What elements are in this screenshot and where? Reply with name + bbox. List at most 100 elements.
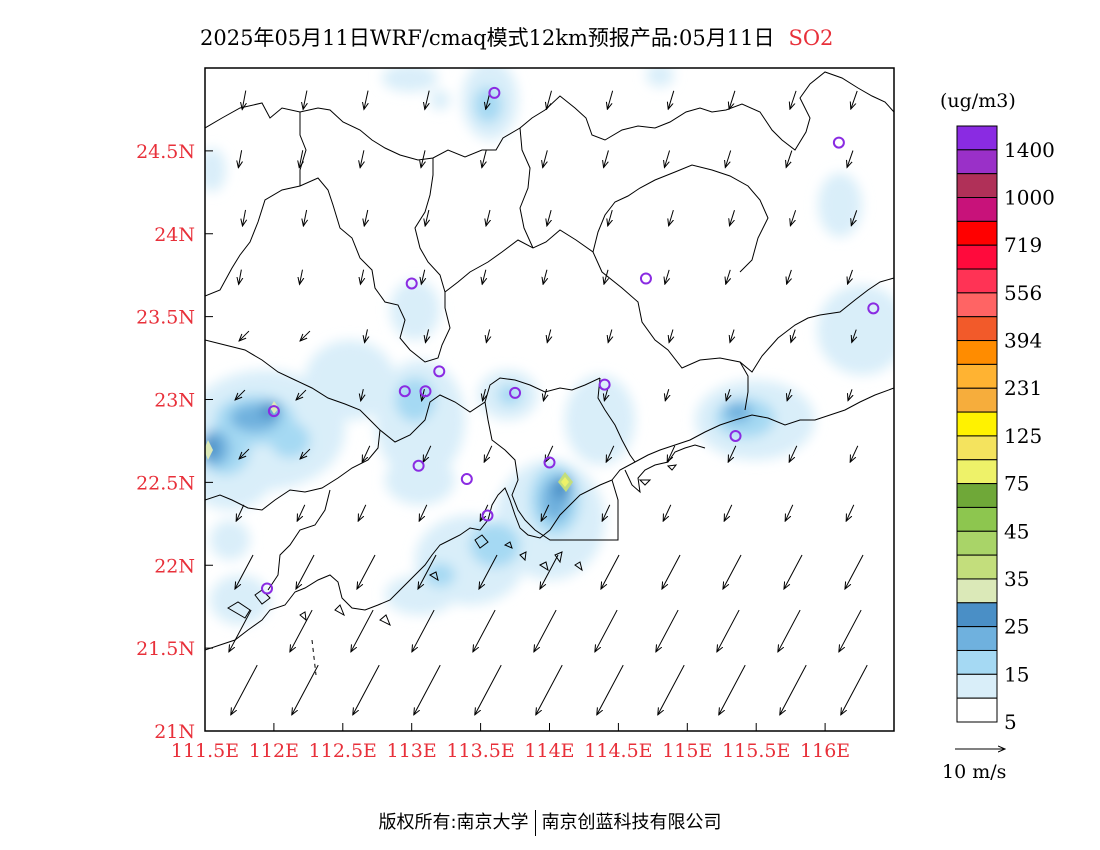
wind-arrow xyxy=(297,504,306,521)
lon-tick-label: 115.5E xyxy=(722,740,790,762)
colorbar-swatch xyxy=(956,149,998,175)
station-marker xyxy=(419,385,432,398)
wind-arrow xyxy=(239,448,250,459)
station-marker xyxy=(543,456,556,469)
wind-arrow xyxy=(300,448,311,459)
wind-arrow xyxy=(547,329,551,342)
wind-arrow xyxy=(425,329,428,342)
wind-arrow xyxy=(351,609,374,652)
wind-vectors xyxy=(229,90,868,715)
wind-arrow xyxy=(482,150,486,167)
wind-arrow xyxy=(473,609,496,652)
wind-arrow xyxy=(669,210,674,226)
colorbar-swatch xyxy=(956,173,998,199)
wind-arrow xyxy=(848,269,853,284)
lon-tick-label: 112.5E xyxy=(309,740,377,762)
wind-arrow xyxy=(787,389,791,400)
lon-tick-label: 116E xyxy=(800,740,850,762)
station-marker xyxy=(460,473,473,486)
wind-arrow xyxy=(602,504,611,521)
colorbar-label: 231 xyxy=(1004,376,1042,400)
wind-arrow xyxy=(300,330,311,341)
monitoring-stations xyxy=(261,86,880,595)
wind-arrow xyxy=(365,329,368,342)
wind-arrow xyxy=(238,150,241,168)
wind-arrow xyxy=(418,554,437,589)
wind-arrow xyxy=(425,209,429,226)
wind-arrow xyxy=(421,150,425,167)
wind-arrow xyxy=(364,209,367,226)
title-pollutant: SO2 xyxy=(788,26,834,50)
station-marker xyxy=(488,86,501,99)
colorbar-label: 15 xyxy=(1004,662,1029,686)
lon-tick-label: 113E xyxy=(387,740,437,762)
latitude-axis: 24.5N 24N 23.5N 23N 22.5N 22N 21.5N 21N xyxy=(136,141,213,743)
wind-arrow xyxy=(790,210,797,226)
colorbar-swatch xyxy=(956,411,998,437)
footer-right: 南京创蓝科技有限公司 xyxy=(541,812,722,833)
wind-arrow xyxy=(483,389,486,401)
wind-arrow xyxy=(597,664,624,715)
wind-arrow xyxy=(730,329,734,343)
wind-arrow xyxy=(484,445,493,462)
wind-arrow xyxy=(358,504,367,521)
wind-arrow xyxy=(780,664,807,715)
wind-arrow xyxy=(841,664,868,715)
station-marker xyxy=(433,365,446,378)
wind-arrow xyxy=(851,90,858,109)
wind-legend-label: 10 m/s xyxy=(942,761,1006,783)
lat-tick-label: 22.5N xyxy=(136,472,195,494)
colorbar-swatch xyxy=(956,435,998,461)
colorbar-swatch xyxy=(956,697,998,723)
map-title: 2025年05月11日WRF/cmaq模式12km预报产品:05月11日 SO2 xyxy=(200,22,833,52)
wind-arrow xyxy=(729,90,736,109)
station-marker xyxy=(867,302,880,315)
wind-arrow xyxy=(534,609,557,652)
colorbar-label: 556 xyxy=(1004,281,1042,305)
wind-arrow xyxy=(663,504,672,521)
wind-arrow xyxy=(851,210,858,225)
wind-arrow xyxy=(479,554,498,589)
wind-arrow xyxy=(668,90,675,109)
wind-arrow xyxy=(242,90,246,110)
wind-arrow xyxy=(419,504,428,521)
wind-arrow xyxy=(785,504,794,521)
colorbar-swatch xyxy=(956,125,998,151)
station-marker xyxy=(405,277,418,290)
wind-arrow xyxy=(540,554,559,589)
copyright-footer: 版权所有:南京大学 南京创蓝科技有限公司 xyxy=(0,808,1100,836)
wind-arrow xyxy=(607,90,614,109)
wind-arrow xyxy=(229,609,252,652)
wind-arrow xyxy=(357,554,376,589)
colorbar-label: 1400 xyxy=(1004,138,1055,162)
wind-arrow xyxy=(852,329,856,343)
wind-arrow xyxy=(604,269,608,284)
wind-arrow xyxy=(724,504,733,521)
colorbar-swatch xyxy=(956,292,998,318)
colorbar-swatch xyxy=(956,602,998,628)
wind-arrow xyxy=(299,150,303,167)
wind-arrow xyxy=(604,389,607,401)
wind-arrow xyxy=(303,209,306,226)
wind-arrow xyxy=(364,90,368,110)
station-marker xyxy=(267,405,280,418)
colorbar-swatch xyxy=(956,506,998,532)
wind-arrow xyxy=(717,609,740,652)
wind-arrow xyxy=(847,150,854,168)
lon-tick-label: 112E xyxy=(249,740,299,762)
wind-arrow xyxy=(300,269,303,285)
station-marker xyxy=(261,582,274,595)
station-marker xyxy=(481,509,494,522)
wind-arrow xyxy=(235,389,246,400)
wind-arrow xyxy=(543,269,547,284)
colorbar-swatch xyxy=(956,649,998,675)
wind-arrow xyxy=(719,664,746,715)
wind-arrow xyxy=(848,389,852,400)
wind-arrow xyxy=(236,504,245,521)
station-marker xyxy=(832,136,845,149)
wind-arrow xyxy=(547,90,552,110)
wind-arrow xyxy=(723,554,742,589)
wind-arrow xyxy=(850,445,859,462)
wind-arrow xyxy=(725,150,732,168)
admin-boundaries xyxy=(205,71,894,676)
